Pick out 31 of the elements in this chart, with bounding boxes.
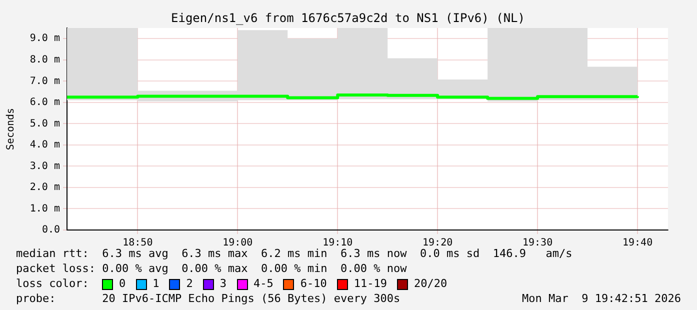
y-axis-title: Seconds: [6, 108, 17, 150]
text: 20/20: [413, 277, 448, 291]
text: Mon Mar 9 19:42:51 2026: [522, 292, 681, 306]
text: 11-19: [352, 277, 387, 291]
y-tick-label: 6.0 m: [30, 97, 60, 108]
y-tick-label: 7.0 m: [30, 76, 60, 87]
y-tick-label: 3.0 m: [30, 160, 60, 172]
text: 1: [152, 277, 160, 291]
x-tick-label: 19:30: [522, 238, 553, 249]
y-tick-label: 0.0: [42, 224, 60, 236]
x-tick-label: 19:40: [622, 238, 653, 249]
y-tick-label: 5.0 m: [30, 118, 60, 130]
x-tick-label: 19:00: [222, 238, 253, 249]
text: 6-10: [299, 277, 327, 291]
text: 0: [118, 277, 126, 291]
y-tick-label: 2.0 m: [30, 182, 60, 194]
y-tick-label: 9.0 m: [30, 33, 60, 44]
y-tick-label: 8.0 m: [30, 54, 60, 66]
text: 3: [218, 277, 226, 291]
x-tick-label: 18:50: [122, 238, 153, 249]
y-tick-label: 4.0 m: [30, 140, 60, 151]
x-tick-label: 19:10: [322, 238, 353, 249]
chart-title: Eigen/ns1_v6 from 1676c57a9c2d to NS1 (IPv6) (NL): [170, 11, 526, 26]
text: packet loss: 0.00 % avg 0.00 % max 0.00 % min 0.00 % now: [16, 262, 407, 276]
text: 2: [185, 277, 193, 291]
text: loss color:: [16, 277, 90, 291]
text: 4-5: [252, 277, 274, 291]
text: probe: 20 IPv6-ICMP Echo Pings (56 Bytes) every 300s: [16, 292, 400, 306]
y-tick-label: 1.0 m: [30, 203, 60, 214]
text: median rtt: 6.3 ms avg 6.3 ms max 6.2 ms min 6.3 ms now 0.0 ms sd 146.9 am/s: [16, 247, 572, 261]
x-tick-label: 19:20: [422, 238, 453, 249]
